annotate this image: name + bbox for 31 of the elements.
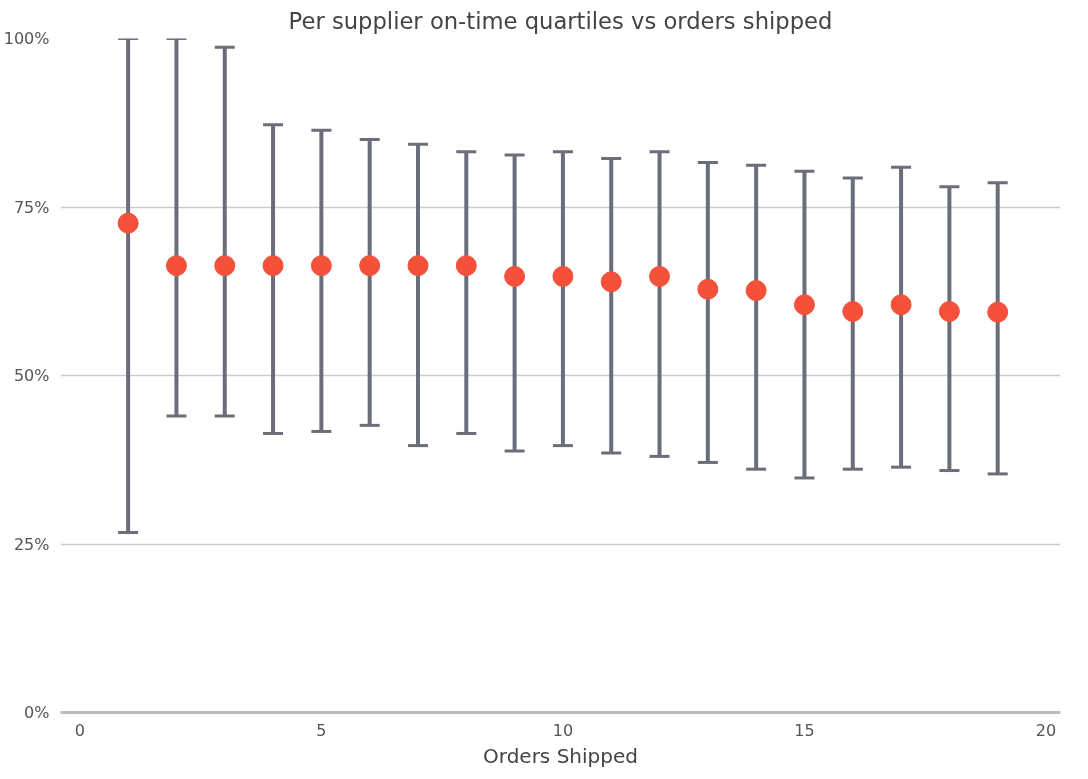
point	[407, 255, 429, 277]
y-tick-label: 0%	[24, 703, 50, 722]
point	[262, 255, 284, 277]
y-tick-label: 75%	[13, 197, 50, 217]
point	[697, 278, 719, 300]
point	[842, 300, 864, 322]
point	[745, 280, 767, 302]
point	[600, 271, 622, 293]
point	[359, 255, 381, 277]
x-tick-label: 10	[552, 720, 574, 740]
point	[455, 255, 477, 277]
point	[890, 294, 912, 316]
point	[649, 265, 671, 287]
point	[117, 212, 139, 234]
y-tick-label: 25%	[13, 534, 50, 554]
point	[165, 255, 187, 277]
y-tick-label: 50%	[13, 366, 50, 385]
point	[793, 294, 815, 316]
point	[214, 255, 236, 277]
point	[987, 301, 1009, 323]
x-axis-title: Orders Shipped	[483, 743, 638, 768]
x-tick-label: 20	[1035, 720, 1057, 740]
chart-title: Per supplier on-time quartiles vs orders shipped	[288, 7, 833, 34]
x-tick-label: 0	[74, 720, 85, 740]
y-tick-label: 100%	[3, 29, 50, 48]
point	[938, 300, 960, 322]
x-tick-label: 5	[316, 720, 327, 740]
point	[504, 265, 526, 287]
point	[310, 255, 332, 277]
x-tick-label: 15	[794, 720, 815, 740]
point	[552, 265, 574, 287]
